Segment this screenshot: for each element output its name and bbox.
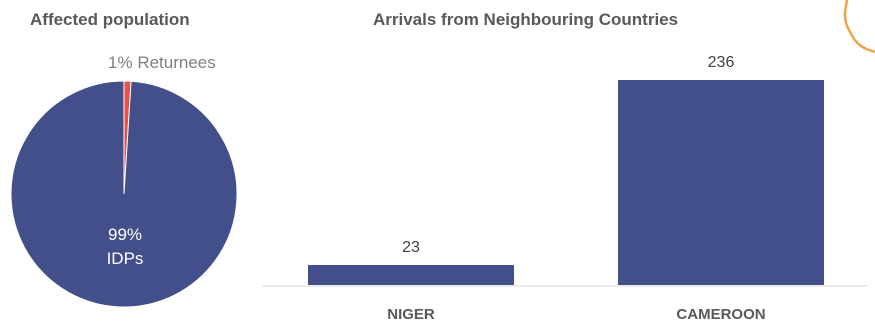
returnees-percent: 1% — [108, 53, 133, 72]
pie-chart-title: Affected population — [30, 10, 190, 29]
idps-slice-label: 99% IDPs — [80, 223, 170, 271]
idps-name: IDPs — [106, 249, 144, 268]
category-label-cameroon: CAMEROON — [676, 306, 765, 323]
category-label-niger: NIGER — [387, 306, 435, 323]
pie-chart — [10, 80, 238, 308]
pie-slice-idps — [10, 80, 238, 308]
bar-niger — [308, 265, 514, 285]
returnees-slice-label: 1% Returnees — [108, 53, 216, 73]
value-label-cameroon: 236 — [708, 54, 735, 71]
bar-cameroon — [618, 80, 824, 285]
value-label-niger: 23 — [402, 239, 420, 256]
idps-percent: 99% — [107, 225, 143, 244]
returnees-name: Returnees — [137, 53, 216, 72]
map-outline-icon — [843, 0, 875, 54]
bar-chart-title: Arrivals from Neighbouring Countries — [373, 10, 679, 29]
